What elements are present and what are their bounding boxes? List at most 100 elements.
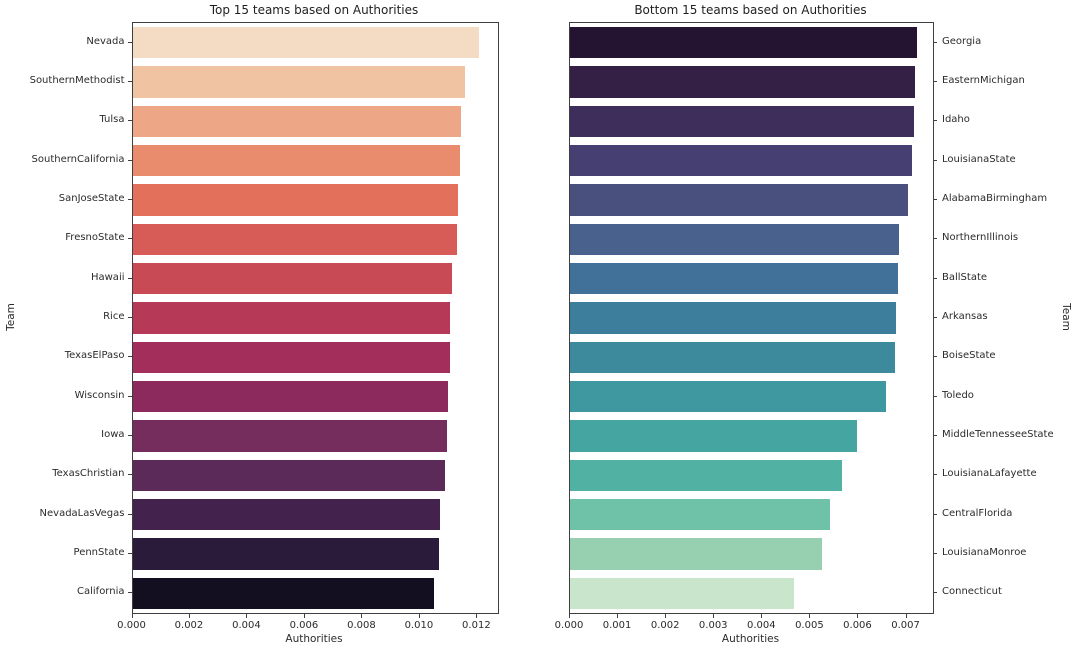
x-tick-label: 0.008 bbox=[347, 620, 376, 631]
bar-nevada bbox=[132, 26, 480, 59]
y-tick-mark bbox=[127, 277, 132, 279]
y-tick-label: California bbox=[77, 586, 125, 598]
y-tick-mark bbox=[933, 81, 937, 82]
x-tick-mark bbox=[418, 614, 420, 618]
x-tick-label: 0.004 bbox=[746, 620, 776, 631]
y-tick-label: LouisianaLafayette bbox=[942, 468, 1037, 480]
y-tick-mark bbox=[933, 513, 937, 515]
y-tick-label: NorthernIllinois bbox=[942, 232, 1019, 244]
y-tick-mark bbox=[127, 41, 132, 43]
y-tick-label: MiddleTennesseeState bbox=[942, 429, 1054, 440]
y-tick-label: PennState bbox=[73, 547, 125, 558]
x-tick-mark bbox=[476, 614, 478, 618]
x-tick-mark bbox=[809, 614, 811, 618]
y-tick-label: BallState bbox=[942, 271, 988, 283]
bar-louisianalafayette bbox=[570, 459, 843, 492]
bar-southerncalifornia bbox=[132, 144, 460, 177]
bar-texaschristian bbox=[132, 459, 445, 492]
bar-wisconsin bbox=[132, 380, 449, 413]
bar-toledo bbox=[570, 380, 886, 413]
chart-title-bottom15: Bottom 15 teams based on Authorities bbox=[634, 3, 867, 17]
x-tick-mark bbox=[857, 614, 859, 618]
x-tick-mark bbox=[246, 614, 248, 618]
x-tick-mark bbox=[131, 614, 133, 618]
y-tick-label: EasternMichigan bbox=[942, 75, 1025, 86]
y-tick-mark bbox=[127, 238, 132, 240]
x-tick-label: 0.006 bbox=[289, 620, 319, 631]
y-tick-mark bbox=[127, 317, 132, 318]
x-tick-label: 0.010 bbox=[404, 620, 434, 631]
x-tick-mark bbox=[361, 614, 363, 618]
y-tick-mark bbox=[127, 474, 132, 476]
y-tick-mark bbox=[933, 356, 937, 358]
y-tick-mark bbox=[127, 199, 132, 200]
y-tick-mark bbox=[127, 159, 132, 161]
bar-connecticut bbox=[570, 577, 794, 610]
y-tick-mark bbox=[127, 435, 132, 436]
bar-middletennesseestate bbox=[570, 420, 858, 452]
y-tick-label: SouthernMethodist bbox=[29, 75, 125, 86]
bar-arkansas bbox=[570, 302, 896, 334]
bar-tulsa bbox=[132, 105, 461, 138]
bar-easternmichigan bbox=[570, 66, 916, 98]
y-tick-mark bbox=[127, 553, 132, 554]
x-tick-mark bbox=[713, 614, 715, 618]
bar-southernmethodist bbox=[132, 66, 466, 98]
bar-louisianastate bbox=[570, 144, 912, 177]
y-tick-mark bbox=[127, 81, 132, 82]
y-tick-mark bbox=[933, 238, 937, 240]
x-tick-mark bbox=[617, 614, 619, 618]
y-tick-label: Connecticut bbox=[942, 586, 1002, 598]
y-tick-mark bbox=[127, 120, 132, 122]
bar-hawaii bbox=[132, 262, 452, 295]
y-tick-mark bbox=[127, 513, 132, 515]
x-tick-label: 0.012 bbox=[462, 620, 491, 631]
y-tick-label: Iowa bbox=[101, 429, 125, 440]
bar-pennstate bbox=[132, 538, 439, 570]
x-tick-label: 0.007 bbox=[891, 620, 920, 631]
x-tick-label: 0.002 bbox=[650, 620, 680, 631]
x-tick-label: 0.000 bbox=[117, 620, 146, 631]
bar-alabamabirmingham bbox=[570, 184, 908, 216]
chart-title-top15: Top 15 teams based on Authorities bbox=[209, 3, 419, 17]
bar-california bbox=[132, 577, 435, 610]
x-tick-label: 0.005 bbox=[795, 620, 824, 631]
y-tick-label: Arkansas bbox=[942, 311, 988, 322]
x-tick-mark bbox=[188, 614, 190, 618]
y-tick-label: Tulsa bbox=[99, 114, 125, 126]
bar-centralflorida bbox=[570, 498, 830, 531]
bar-rice bbox=[132, 302, 451, 334]
bar-nevadalasvegas bbox=[132, 498, 441, 531]
y-tick-mark bbox=[933, 435, 937, 436]
y-tick-label: CentralFlorida bbox=[942, 507, 1013, 519]
y-tick-label: Georgia bbox=[942, 35, 982, 47]
bar-georgia bbox=[570, 26, 917, 59]
y-tick-mark bbox=[127, 356, 132, 358]
x-tick-mark bbox=[905, 614, 907, 618]
y-tick-mark bbox=[933, 199, 937, 200]
x-tick-mark bbox=[761, 614, 763, 618]
bar-louisianamonroe bbox=[570, 538, 823, 570]
bar-boisestate bbox=[570, 341, 896, 374]
y-tick-label: BoiseState bbox=[942, 350, 996, 362]
bar-northernillinois bbox=[570, 223, 900, 256]
bar-idaho bbox=[570, 105, 914, 138]
x-tick-mark bbox=[303, 614, 305, 618]
bar-iowa bbox=[132, 420, 448, 452]
y-tick-mark bbox=[127, 395, 132, 397]
y-tick-label: TexasElPaso bbox=[64, 350, 125, 362]
y-tick-label: FresnoState bbox=[65, 232, 125, 244]
y-tick-label: LouisianaState bbox=[942, 153, 1016, 165]
y-tick-mark bbox=[933, 120, 937, 122]
y-tick-label: TexasChristian bbox=[52, 468, 125, 480]
y-tick-label: AlabamaBirmingham bbox=[942, 193, 1048, 204]
x-tick-mark bbox=[665, 614, 667, 618]
y-tick-label: LouisianaMonroe bbox=[942, 547, 1027, 558]
y-tick-mark bbox=[933, 474, 937, 476]
x-tick-label: 0.004 bbox=[232, 620, 261, 631]
x-tick-label: 0.003 bbox=[698, 620, 728, 631]
y-tick-label: Hawaii bbox=[90, 271, 125, 283]
y-tick-mark bbox=[933, 277, 937, 279]
bar-sanjosestate bbox=[132, 184, 458, 216]
x-tick-label: 0.006 bbox=[843, 620, 872, 631]
